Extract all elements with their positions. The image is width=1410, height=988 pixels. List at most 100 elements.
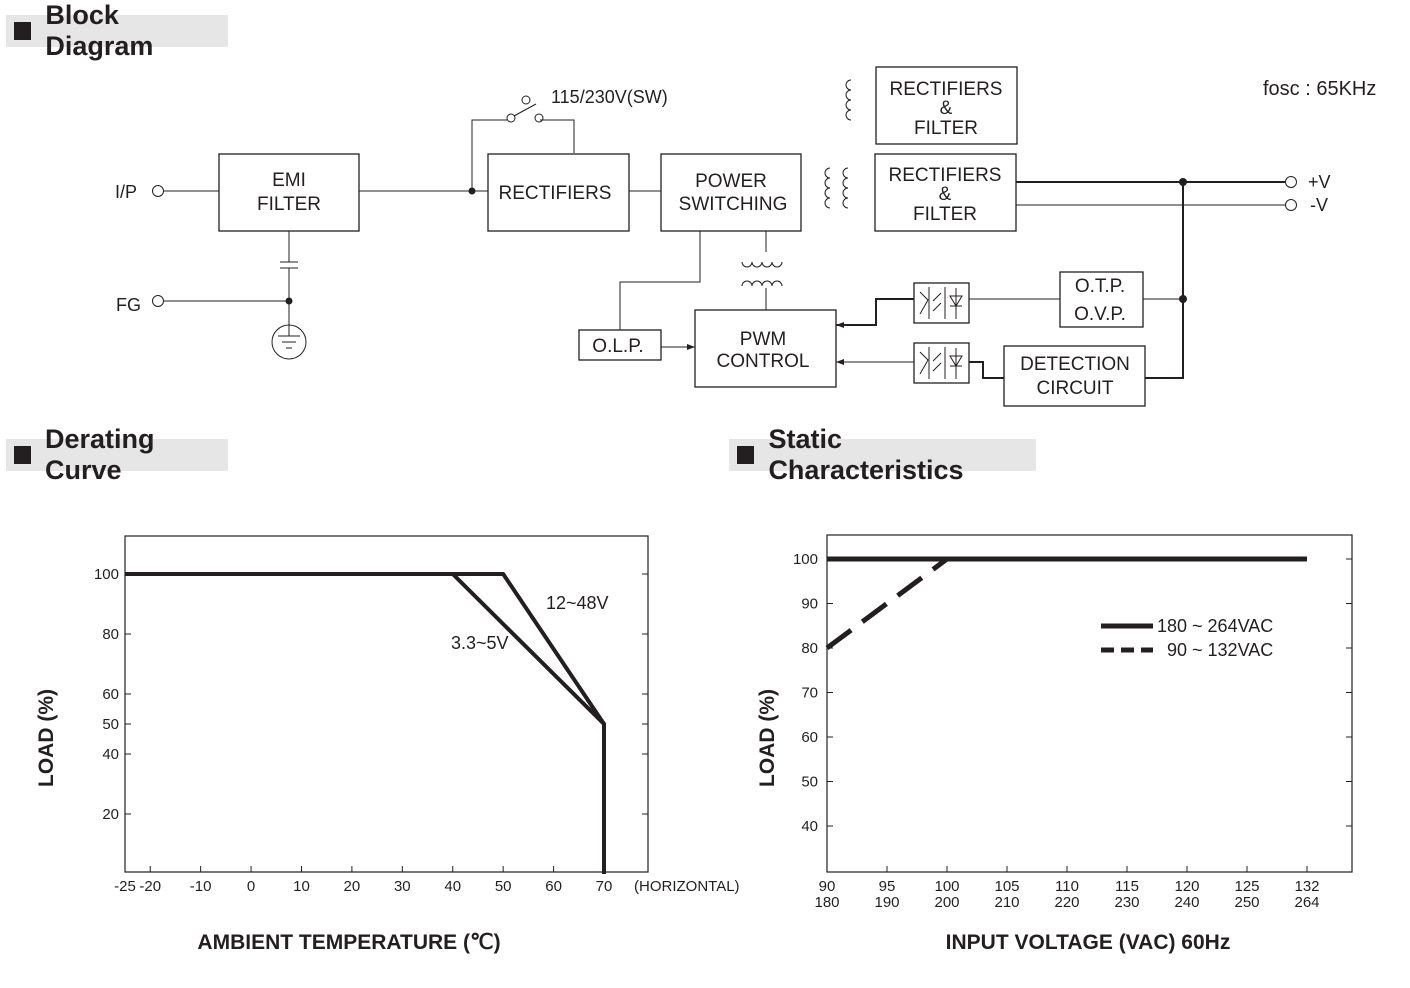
y-tick-label: 50 (801, 774, 818, 791)
pwm-control-label: PWM (740, 329, 786, 350)
x-tick-label-secondary: 230 (1114, 894, 1139, 911)
x-tick-label: 120 (1174, 878, 1199, 895)
power-switching-label: POWER (695, 171, 767, 192)
fg-label: FG (116, 295, 141, 315)
y-axis-title: LOAD (%) (35, 689, 58, 787)
x-tick-label: 0 (247, 878, 255, 895)
y-tick-label: 80 (102, 626, 119, 643)
series-line-0 (125, 572, 606, 874)
section-header-block-diagram: Block Diagram (6, 0, 228, 61)
rectifiers-filter-label: FILTER (914, 118, 978, 139)
x-extra-label: (HORIZONTAL) (634, 878, 740, 895)
x-tick-label-secondary: 264 (1294, 894, 1319, 911)
series-line-1 (825, 556, 949, 651)
detection-circuit-block (1003, 345, 1146, 407)
static-characteristics-chart: 9018095190100200105210110220115230120240… (756, 534, 1353, 954)
x-tick-label: 105 (994, 878, 1019, 895)
junction-dots (285, 178, 1187, 305)
x-tick-label: 30 (394, 878, 411, 895)
emi-filter-label: FILTER (257, 194, 321, 215)
x-tick-label-secondary: 210 (994, 894, 1019, 911)
emi-filter-label: EMI (272, 170, 306, 191)
y-tick-label: 40 (801, 818, 818, 835)
x-tick-label: 125 (1234, 878, 1259, 895)
rectifiers-filter-label: & (939, 184, 952, 205)
x-axis-title: AMBIENT TEMPERATURE (℃) (197, 931, 500, 954)
y-axis-title: LOAD (%) (756, 689, 779, 787)
fosc-label: fosc : 65KHz (1263, 78, 1376, 100)
plot-frame (124, 535, 649, 873)
section-title: Derating Curve (45, 424, 155, 485)
x-axis-title: INPUT VOLTAGE (VAC) 60Hz (946, 931, 1231, 954)
rectifiers-filter-label: & (940, 98, 953, 119)
pwm-control-label: CONTROL (717, 351, 810, 372)
terminals (152, 95, 1297, 307)
x-tick-label: 132 (1294, 878, 1319, 895)
x-tick-label: -10 (190, 878, 212, 895)
derating-curve-chart: -25 -20 -10 0 10 20 30 40 50 60 70 (HORIZONTAL) 20 40… (35, 535, 740, 954)
output-negative-label: -V (1310, 195, 1328, 215)
x-tick-label: -20 (139, 878, 161, 895)
section-title: Static Characteristics (768, 424, 964, 485)
rectifiers-filter-label: FILTER (913, 204, 977, 225)
x-tick-label: 95 (879, 878, 896, 895)
detection-circuit-label: CIRCUIT (1036, 378, 1113, 399)
section-title: Block Diagram (45, 0, 154, 61)
legend-label: 180 ~ 264VAC (1157, 616, 1273, 636)
y-tick-label: 60 (801, 729, 818, 746)
wires (164, 103, 1285, 379)
detection-circuit-label: DETECTION (1020, 354, 1130, 375)
pwm-control-block (694, 309, 837, 388)
legend-label: 90 ~ 132VAC (1167, 640, 1273, 660)
x-tick-label: 10 (293, 878, 310, 895)
rectifiers-filter-label: RECTIFIERS (890, 79, 1003, 100)
series-label: 3.3~5V (451, 633, 509, 653)
optocoupler-icon (913, 342, 970, 384)
input-label: I/P (115, 182, 137, 202)
power-switching-label: SWITCHING (679, 194, 788, 215)
y-tick-label: 20 (102, 806, 119, 823)
x-tick-label: 60 (545, 878, 562, 895)
x-tick-label: 40 (444, 878, 461, 895)
x-tick-label: 115 (1115, 878, 1139, 895)
emi-filter-block (218, 153, 360, 232)
rectifiers-filter-block-2 (874, 153, 1017, 232)
rectifiers-label: RECTIFIERS (499, 183, 612, 204)
otp-label: O.T.P. (1075, 276, 1125, 297)
x-tick-label: 20 (344, 878, 361, 895)
olp-label: O.L.P. (592, 336, 643, 357)
x-tick-label-secondary: 180 (814, 894, 839, 911)
y-tick-label: 80 (801, 640, 818, 657)
power-switching-block (660, 153, 802, 232)
x-tick-label-secondary: 250 (1234, 894, 1259, 911)
y-tick-label: 60 (102, 686, 119, 703)
section-header-static-characteristics: Static Characteristics (729, 424, 1036, 485)
x-tick-label-secondary: 200 (934, 894, 959, 911)
output-positive-label: +V (1308, 172, 1331, 192)
ground-icon (271, 324, 307, 360)
transformer-icon (741, 79, 852, 287)
y-tick-label: 100 (94, 566, 119, 583)
otp-ovp-block (1059, 271, 1144, 328)
x-tick-label: 50 (495, 878, 512, 895)
y-tick-label: 100 (793, 551, 818, 568)
switch-label: 115/230V(SW) (551, 87, 668, 107)
plot-frame (826, 534, 1353, 873)
y-tick-label: 50 (102, 716, 119, 733)
x-tick-label-secondary: 240 (1174, 894, 1199, 911)
x-tick-label-secondary: 190 (874, 894, 899, 911)
x-tick-label: 90 (819, 878, 836, 895)
olp-block (578, 329, 662, 361)
optocoupler-icon (913, 282, 970, 324)
rectifiers-filter-label: RECTIFIERS (889, 165, 1002, 186)
series-label: 12~48V (546, 593, 609, 613)
rectifiers-filter-block-1 (875, 66, 1018, 145)
x-tick-label: -25 (114, 878, 136, 895)
series-line-1 (125, 572, 606, 874)
x-tick-label: 100 (934, 878, 959, 895)
x-tick-label: 70 (596, 878, 613, 895)
rectifiers-block (487, 153, 630, 232)
y-tick-label: 40 (102, 746, 119, 763)
section-header-derating-curve: Derating Curve (6, 424, 228, 485)
